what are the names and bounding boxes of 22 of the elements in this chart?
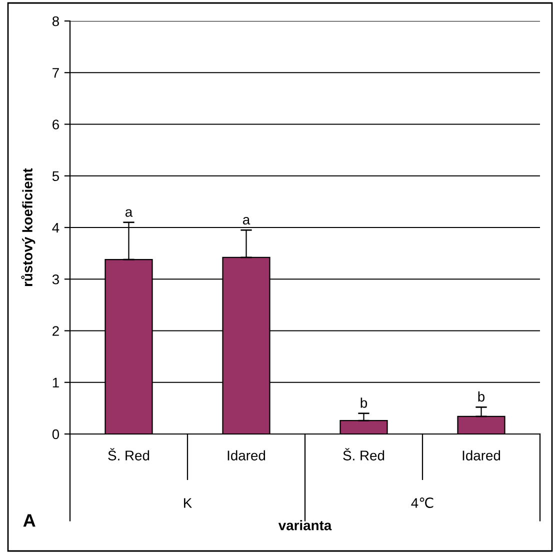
- y-tick-label: 2: [52, 326, 59, 336]
- text: K: [184, 498, 192, 508]
- y-axis-title: růstový koeficient: [21, 168, 36, 286]
- x-tick-label: Š. Red: [343, 448, 384, 460]
- y-tick-label: 1: [52, 378, 59, 388]
- y-tick-label: 4: [52, 222, 60, 233]
- text: 4℃: [411, 497, 434, 508]
- x-tick-label: Š. Red: [108, 448, 150, 460]
- y-tick-label: 3: [52, 274, 59, 284]
- y-tick-label: 7: [52, 68, 59, 78]
- y-tick-label: 5: [52, 171, 59, 182]
- data-label: a: [242, 216, 250, 225]
- data-label: b: [360, 398, 368, 408]
- y-tick-label: 0: [52, 429, 60, 440]
- x-tick-label: Idared: [462, 450, 500, 460]
- y-tick-label: 8: [52, 16, 59, 26]
- text: A: [23, 514, 36, 527]
- data-label: b: [478, 391, 485, 402]
- y-tick-label: 6: [52, 120, 59, 130]
- x-axis-title: varianta: [278, 520, 332, 530]
- x-tick-label: Idared: [228, 450, 266, 460]
- data-label: a: [125, 209, 133, 217]
